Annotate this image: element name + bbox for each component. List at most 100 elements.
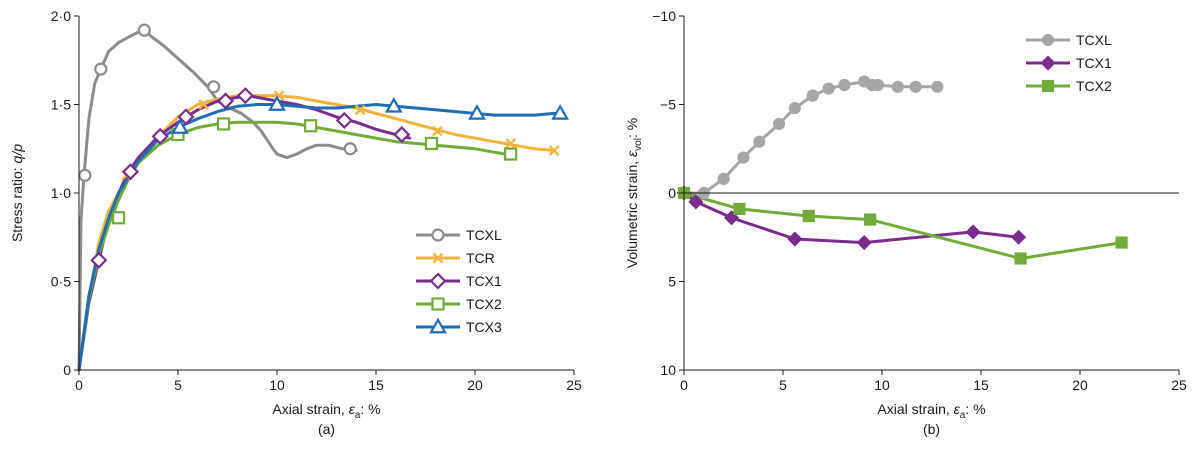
data-point-tcxl xyxy=(207,80,221,94)
legend: TCXL TCR TCX1 TCX2 TCX3 xyxy=(416,227,502,335)
data-point-tcxl xyxy=(343,142,357,156)
data-point-tcx2 xyxy=(733,202,746,216)
data-point-tcxl xyxy=(737,151,750,164)
data-point-tcx2 xyxy=(216,117,231,131)
y-tick-label: 0 xyxy=(63,362,71,378)
legend-swatch-marker xyxy=(429,272,447,290)
data-point-tcxl xyxy=(772,117,786,131)
x-axis-label-subscript: a xyxy=(960,410,966,421)
legend: TCXL TCX1 TCX2 xyxy=(1026,32,1112,94)
legend-swatch-marker xyxy=(429,317,447,334)
data-point-tcx1 xyxy=(90,251,108,269)
data-point-tcr xyxy=(198,99,210,110)
data-point-tcr xyxy=(548,145,560,156)
series-line-tcxl xyxy=(682,80,939,195)
y-tick-label: −10 xyxy=(652,8,676,24)
data-point-tcxl xyxy=(891,80,904,93)
data-point-tcxl xyxy=(717,172,730,185)
y-tick-label: 2·0 xyxy=(51,8,71,24)
legend-label: TCX1 xyxy=(466,273,502,289)
data-point-tcxl xyxy=(838,78,851,92)
legend-swatch-marker xyxy=(431,228,445,242)
data-point-tcx3 xyxy=(468,104,486,120)
data-point-tcxl xyxy=(137,23,151,37)
data-point-tcx2 xyxy=(111,211,126,225)
x-tick-label: 25 xyxy=(566,377,582,393)
x-axis-label: Axial strain, εa: % xyxy=(877,401,985,421)
y-axis-label-subscript: vol xyxy=(633,138,644,151)
y-tick-label: 0·5 xyxy=(51,274,71,290)
y-tick-label: 0 xyxy=(668,185,676,201)
x-axis-label-suffix: : % xyxy=(360,401,380,417)
data-point-tcxl xyxy=(871,78,885,92)
data-point-tcxl xyxy=(909,80,922,93)
y-tick-label: 1·5 xyxy=(51,97,71,113)
legend-label: TCX2 xyxy=(466,296,502,312)
data-point-tcxl xyxy=(931,80,944,93)
legend-label: TCXL xyxy=(1076,32,1112,48)
data-point-tcx1 xyxy=(236,87,254,105)
data-point-tcx1 xyxy=(177,108,195,126)
data-point-tcx1 xyxy=(965,224,981,240)
data-point-tcx1 xyxy=(787,231,803,247)
data-point-tcx1 xyxy=(216,92,235,110)
panel-label: (b) xyxy=(923,421,940,437)
data-point-tcr xyxy=(354,104,366,116)
panel-label: (a) xyxy=(318,421,335,437)
data-point-tcx2 xyxy=(1115,236,1128,249)
data-point-tcxl xyxy=(94,62,108,76)
data-point-tcx2 xyxy=(304,119,318,133)
x-axis-label-prefix: Axial strain, xyxy=(877,401,953,417)
data-point-tcx1 xyxy=(1011,229,1027,245)
series-line-tcx2 xyxy=(682,191,1124,260)
legend-label: TCX1 xyxy=(1076,55,1112,71)
legend-swatch-marker xyxy=(432,252,444,264)
data-point-tcx1 xyxy=(856,235,872,251)
legend-label: TCXL xyxy=(466,227,502,243)
data-point-tcx1 xyxy=(335,111,353,129)
y-tick-label: −5 xyxy=(660,97,676,113)
data-point-tcx2 xyxy=(424,136,439,151)
data-point-tcx1 xyxy=(688,194,704,210)
x-tick-label: 25 xyxy=(1171,377,1187,393)
y-axis-label-symbol: ε xyxy=(624,150,640,157)
x-axis-label-prefix: Axial strain, xyxy=(272,401,348,417)
legend-swatch-marker xyxy=(1040,55,1056,71)
x-tick-label: 15 xyxy=(973,377,989,393)
data-point-tcxl xyxy=(822,82,835,95)
x-axis-label-subscript: a xyxy=(355,410,361,421)
y-axis-label-prefix: Stress ratio: xyxy=(9,163,25,242)
y-axis-label-symbol: q/p xyxy=(9,144,25,164)
x-axis-label-suffix: : % xyxy=(965,401,985,417)
y-tick-label: 1·0 xyxy=(51,185,71,201)
data-point-tcxl xyxy=(753,135,766,148)
data-point-tcx3 xyxy=(551,104,570,120)
y-tick-label: 10 xyxy=(660,362,676,378)
data-point-tcx3 xyxy=(268,95,286,111)
x-tick-label: 15 xyxy=(368,377,384,393)
legend-swatch-marker xyxy=(1041,79,1055,93)
y-axis-label: Stress ratio: q/p xyxy=(9,144,25,242)
legend-label: TCR xyxy=(466,250,495,266)
y-tick-label: 5 xyxy=(668,274,676,290)
data-point-tcr xyxy=(432,125,443,137)
data-point-tcx1 xyxy=(393,126,411,144)
x-tick-label: 5 xyxy=(174,377,182,393)
legend-label: TCX3 xyxy=(466,319,502,335)
data-point-tcxl xyxy=(788,101,801,115)
legend-swatch-marker xyxy=(431,297,445,311)
series-line-tcxl xyxy=(77,28,358,372)
stress-ratio-chart: 0 5 10 15 20 25 0 0·5 1·0 1·5 2·0 Axial strain, εa:… xyxy=(9,8,582,437)
x-tick-label: 10 xyxy=(874,377,890,393)
data-point-tcx1 xyxy=(151,127,169,145)
y-axis-label: Volumetric strain, εvol: % xyxy=(624,118,644,268)
data-point-tcx2 xyxy=(864,213,877,226)
x-axis-label-symbol: ε xyxy=(954,401,961,417)
x-tick-label: 0 xyxy=(680,377,688,393)
legend-label: TCX2 xyxy=(1076,78,1112,94)
series-line-tcx2 xyxy=(77,120,517,372)
data-point-tcx3 xyxy=(384,97,403,113)
data-point-tcx3 xyxy=(171,118,189,134)
